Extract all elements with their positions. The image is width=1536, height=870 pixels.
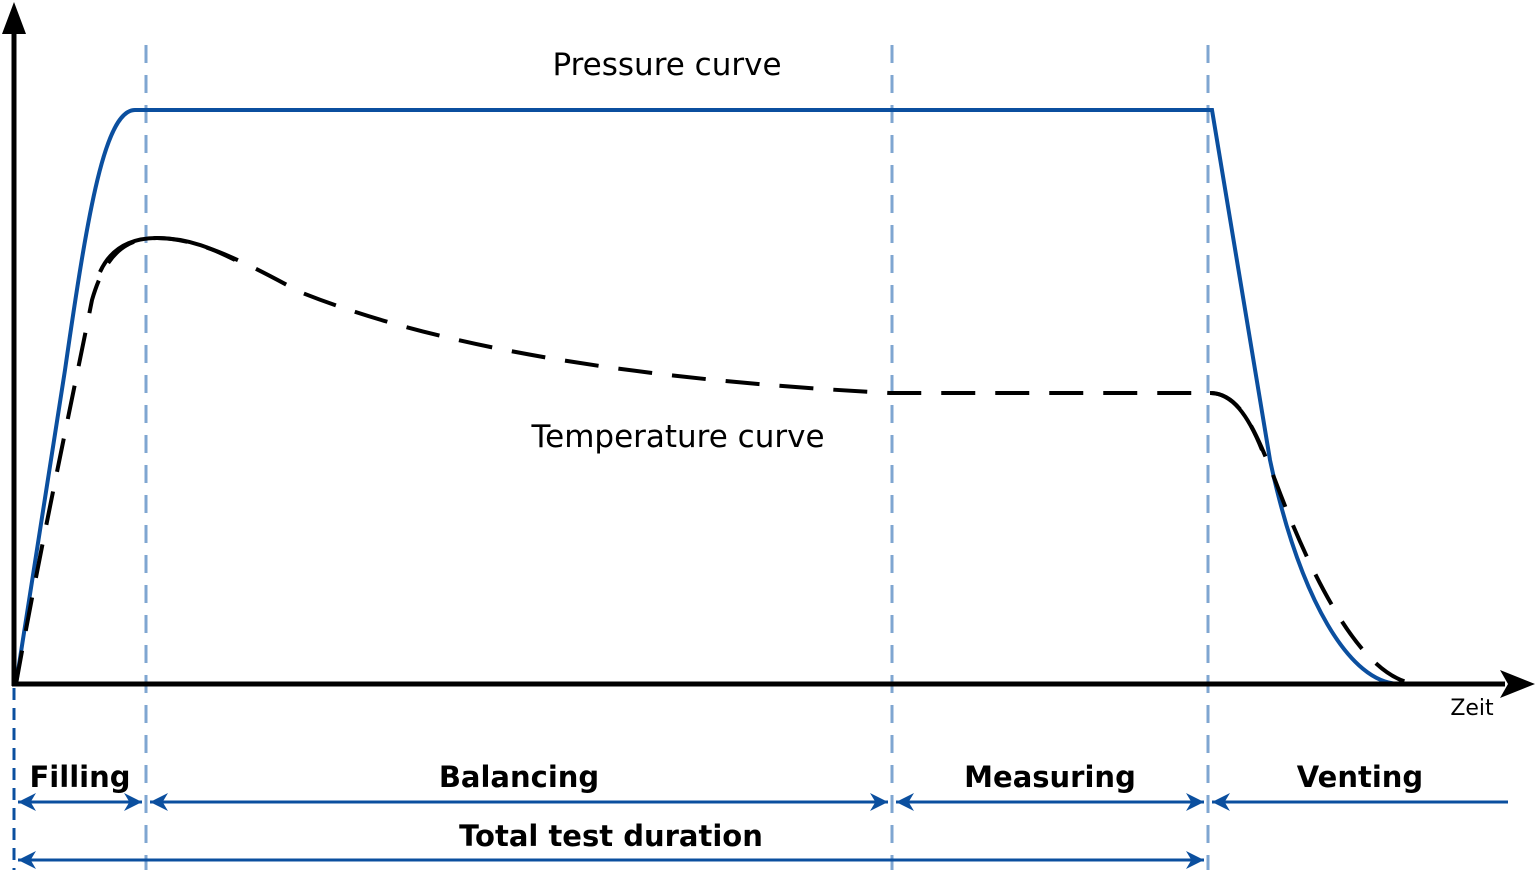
- phase-label-balancing: Balancing: [439, 760, 599, 794]
- temperature-curve: [14, 235, 1421, 686]
- phase-label-filling: Filling: [30, 760, 131, 794]
- pressure-curve-label: Pressure curve: [552, 47, 781, 83]
- temperature-curve-knee: [1209, 391, 1264, 451]
- pressure-curve: [14, 108, 1420, 686]
- x-axis-label: Zeit: [1450, 696, 1494, 721]
- temperature-curve-label: Temperature curve: [530, 419, 824, 455]
- phase-label-venting: Venting: [1297, 760, 1423, 794]
- x-axis-arrow-icon: [1500, 670, 1535, 698]
- y-axis-arrow-icon: [2, 2, 26, 34]
- total-duration-label: Total test duration: [459, 819, 763, 853]
- temperature-curve-peak: [98, 235, 236, 273]
- phase-label-measuring: Measuring: [964, 760, 1136, 794]
- phase-dividers: [144, 45, 1210, 870]
- phase-arrows: [18, 793, 1508, 869]
